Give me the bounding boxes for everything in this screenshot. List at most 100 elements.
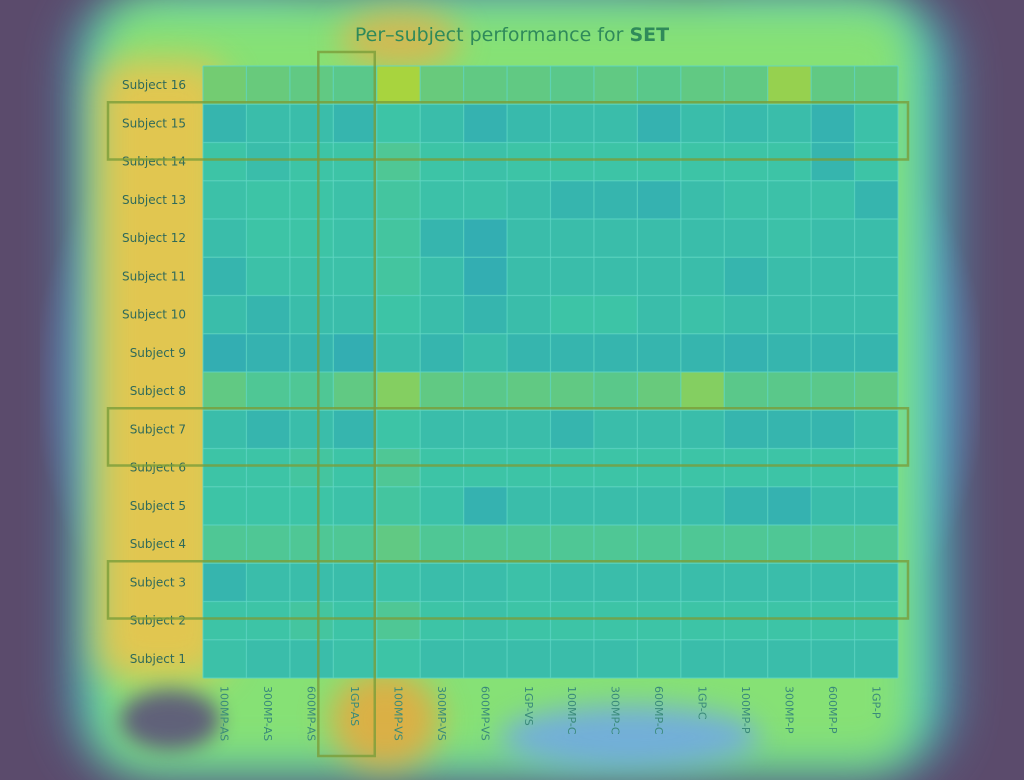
column-label: 100MP-VS bbox=[391, 686, 404, 741]
heatmap-cell bbox=[637, 486, 681, 525]
heatmap-cell bbox=[203, 639, 247, 678]
heatmap-cell bbox=[289, 601, 334, 640]
heatmap-cell bbox=[854, 486, 898, 525]
heatmap-cell bbox=[811, 104, 855, 143]
heatmap-cell bbox=[333, 142, 377, 181]
column-label: 300MP-AS bbox=[261, 686, 274, 741]
heatmap-cell bbox=[203, 372, 247, 411]
heatmap-cell bbox=[811, 563, 855, 602]
heatmap-cell bbox=[333, 66, 377, 105]
heatmap-cell bbox=[203, 257, 247, 296]
heatmap-cell bbox=[593, 525, 638, 564]
heatmap-cell bbox=[507, 219, 551, 258]
heatmap-cell bbox=[854, 639, 898, 678]
heatmap-cell bbox=[420, 295, 464, 334]
heatmap-cell bbox=[333, 448, 377, 487]
heatmap-cell bbox=[854, 257, 898, 296]
heatmap-cell bbox=[724, 639, 768, 678]
heatmap-cell bbox=[767, 142, 812, 181]
heatmap-cell bbox=[376, 104, 421, 143]
heatmap-cell bbox=[507, 257, 551, 296]
heatmap-cell bbox=[289, 219, 334, 258]
heatmap-cell bbox=[507, 639, 551, 678]
heatmap-cell bbox=[550, 410, 594, 449]
heatmap-cell bbox=[680, 104, 725, 143]
heatmap-cell bbox=[724, 486, 768, 525]
chart-title: Per–subject performance for SET bbox=[355, 24, 669, 46]
column-label: 1GP-C bbox=[696, 686, 709, 720]
heatmap-cell bbox=[289, 142, 334, 181]
heatmap-cell bbox=[507, 525, 551, 564]
heatmap-cell bbox=[289, 410, 334, 449]
heatmap-cell bbox=[289, 295, 334, 334]
heatmap-cell bbox=[507, 66, 551, 105]
heatmap-cell bbox=[420, 410, 464, 449]
heatmap-cell bbox=[637, 257, 681, 296]
heatmap-cell bbox=[507, 142, 551, 181]
heatmap-cell bbox=[811, 257, 855, 296]
heatmap-cell bbox=[420, 525, 464, 564]
heatmap-cell bbox=[680, 142, 725, 181]
heatmap-cell bbox=[680, 410, 725, 449]
heatmap-cell bbox=[680, 333, 725, 372]
heatmap-cell bbox=[680, 66, 725, 105]
heatmap-cell bbox=[289, 563, 334, 602]
row-label: Subject 10 bbox=[122, 308, 186, 322]
row-label: Subject 9 bbox=[130, 346, 186, 360]
heatmap-cell bbox=[854, 525, 898, 564]
column-label: 600MP-C bbox=[652, 686, 665, 735]
heatmap-cell bbox=[463, 563, 508, 602]
heatmap-cell bbox=[724, 142, 768, 181]
column-label: 300MP-P bbox=[782, 686, 795, 734]
heatmap-cell bbox=[854, 142, 898, 181]
heatmap-cell bbox=[680, 295, 725, 334]
heatmap-cell bbox=[289, 372, 334, 411]
heatmap-cell bbox=[767, 639, 812, 678]
heatmap-cell bbox=[593, 333, 638, 372]
heatmap-cell bbox=[246, 295, 290, 334]
row-highlight-box bbox=[106, 101, 910, 161]
heatmap-cell bbox=[811, 333, 855, 372]
column-label: 1GP-VS bbox=[522, 686, 535, 726]
heatmap-cell bbox=[203, 410, 247, 449]
heatmap-cell bbox=[333, 104, 377, 143]
heatmap-cell bbox=[420, 66, 464, 105]
column-label: 300MP-VS bbox=[435, 686, 448, 741]
heatmap-cell bbox=[767, 180, 812, 219]
row-label: Subject 12 bbox=[122, 231, 186, 245]
heatmap-cell bbox=[724, 104, 768, 143]
chart-title-prefix: Per–subject performance for bbox=[355, 24, 630, 46]
heatmap-cell bbox=[593, 219, 638, 258]
column-label: 600MP-VS bbox=[478, 686, 491, 741]
heatmap-cell bbox=[203, 525, 247, 564]
heatmap-cell bbox=[203, 180, 247, 219]
heatmap-cell bbox=[854, 104, 898, 143]
heatmap-cell bbox=[420, 257, 464, 296]
heatmap-cell bbox=[289, 257, 334, 296]
heatmap-cell bbox=[203, 142, 247, 181]
heatmap-cell bbox=[463, 333, 508, 372]
heatmap-cell bbox=[376, 486, 421, 525]
column-label: 1GP-P bbox=[869, 686, 882, 719]
heatmap-cell bbox=[246, 486, 290, 525]
heatmap-cell bbox=[246, 66, 290, 105]
column-label: 1GP-AS bbox=[348, 686, 361, 726]
heatmap-cell bbox=[420, 104, 464, 143]
heatmap-cell bbox=[463, 639, 508, 678]
heatmap-cell bbox=[637, 180, 681, 219]
heatmap-cell bbox=[637, 639, 681, 678]
row-label: Subject 7 bbox=[130, 422, 186, 436]
heatmap-cell bbox=[376, 333, 421, 372]
heatmap-cell bbox=[420, 563, 464, 602]
heatmap-cell bbox=[550, 333, 594, 372]
heatmap-cell bbox=[637, 563, 681, 602]
heatmap-cell bbox=[463, 142, 508, 181]
heatmap-cell bbox=[811, 486, 855, 525]
heatmap-cell bbox=[811, 295, 855, 334]
heatmap-cell bbox=[767, 333, 812, 372]
heatmap-cell bbox=[637, 104, 681, 143]
heatmap-cell bbox=[680, 219, 725, 258]
heatmap-cell bbox=[376, 66, 421, 105]
heatmap-cell bbox=[463, 257, 508, 296]
heatmap-cell bbox=[507, 104, 551, 143]
